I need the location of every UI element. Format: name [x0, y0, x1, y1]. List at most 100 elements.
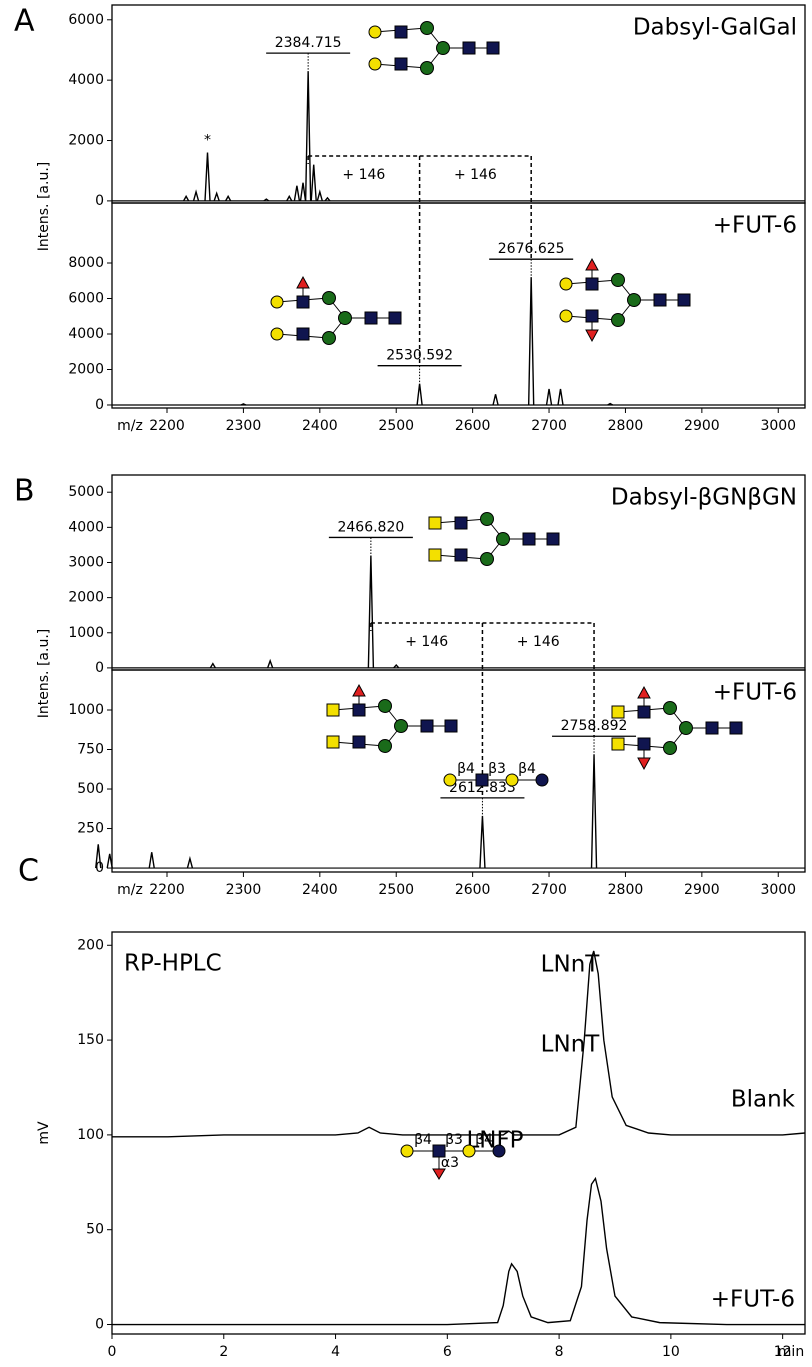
mannose: [322, 291, 336, 305]
galactose: [270, 295, 284, 309]
y-tick-label: 0: [95, 860, 104, 876]
x-tick-label: 4: [331, 1344, 340, 1360]
x-tick-label: 2600: [455, 418, 491, 434]
y-tick-label: 1000: [68, 625, 104, 641]
x-tick-label: 0: [108, 1344, 117, 1360]
peak: [316, 189, 323, 202]
y-tick-label: 8000: [68, 255, 104, 271]
peak: [148, 852, 155, 869]
chart-title: Dabsyl-βGNβGN: [611, 485, 797, 511]
glcnac-terminal: [326, 703, 340, 717]
peak: [225, 194, 232, 202]
mannose: [378, 699, 392, 713]
peak: [324, 196, 331, 202]
linkage-label: α3: [441, 1155, 459, 1171]
x-axis-label: m/z: [117, 418, 143, 434]
glcnac: [486, 41, 500, 55]
glcnac: [454, 548, 468, 562]
panel-label: A: [14, 4, 35, 39]
y-tick-label: 2000: [68, 590, 104, 606]
fucose: [637, 685, 651, 699]
y-tick-label: 6000: [68, 12, 104, 28]
glcnac: [522, 532, 536, 546]
x-tick-label: 2600: [455, 882, 491, 898]
glcnac: [637, 737, 651, 751]
peak-label: 2530.592: [386, 348, 453, 364]
glcnac: [677, 293, 691, 307]
mannose: [420, 61, 434, 75]
mannose: [611, 313, 625, 327]
peak: [299, 182, 307, 201]
mannose: [627, 293, 641, 307]
glcnac: [705, 721, 719, 735]
glucose: [535, 773, 549, 787]
glcnac: [444, 719, 458, 733]
peak: [209, 662, 216, 669]
fucose: [585, 329, 599, 343]
shift-label: + 146: [517, 634, 560, 650]
fucose: [637, 757, 651, 771]
peak-label: 2466.820: [337, 519, 404, 535]
x-tick-label: 2300: [226, 418, 262, 434]
glcnac-terminal: [428, 516, 442, 530]
y-tick-label: 0: [95, 660, 104, 676]
x-tick-label: 2500: [378, 418, 414, 434]
galactose: [443, 773, 457, 787]
y-tick-label: 2000: [68, 361, 104, 377]
y-axis-label: Intens. [a.u.]: [36, 629, 52, 718]
linkage-label: β4: [457, 761, 475, 777]
glcnac: [454, 516, 468, 530]
glcnac: [352, 703, 366, 717]
x-tick-label: 2700: [531, 418, 567, 434]
trace: [112, 1176, 805, 1326]
peak: [310, 164, 317, 201]
glcnac: [653, 293, 667, 307]
y-tick-label: 3000: [68, 554, 104, 570]
shift-label: + 146: [405, 634, 448, 650]
peak: [204, 152, 211, 201]
peak-name: LNnT: [541, 952, 601, 978]
galactose: [400, 1144, 414, 1158]
linkage-label: β3: [488, 761, 506, 777]
peak: [416, 383, 423, 406]
fucose: [296, 275, 310, 289]
glcnac: [388, 311, 402, 325]
y-tick-label: 4000: [68, 519, 104, 535]
peak-note: *: [204, 133, 211, 149]
glcnac: [546, 532, 560, 546]
peak: [213, 191, 220, 202]
peak: [557, 388, 564, 406]
glcnac: [585, 309, 599, 323]
x-tick-label: 2800: [608, 882, 644, 898]
y-tick-label: 150: [77, 1032, 104, 1048]
mannose: [611, 273, 625, 287]
peak-label: 2612.833: [449, 780, 516, 796]
peak: [240, 403, 247, 406]
mannose: [480, 552, 494, 566]
glcnac: [729, 721, 743, 735]
x-tick-label: 2700: [531, 882, 567, 898]
x-tick-label: 2300: [226, 882, 262, 898]
panel-label: B: [14, 474, 35, 509]
glcnac-terminal: [611, 705, 625, 719]
glcnac: [352, 735, 366, 749]
y-tick-label: 200: [77, 937, 104, 953]
y-tick-label: 0: [95, 193, 104, 209]
glcnac: [462, 41, 476, 55]
peak-name: LNnT: [541, 1032, 601, 1058]
glcnac: [296, 327, 310, 341]
fucose: [352, 683, 366, 697]
mannose: [420, 21, 434, 35]
galactose: [270, 327, 284, 341]
panel-label: C: [18, 854, 39, 889]
trace: [112, 950, 806, 1138]
peak-label: 2384.715: [275, 35, 342, 51]
y-tick-label: 6000: [68, 290, 104, 306]
peak: [183, 194, 190, 202]
peak: [267, 658, 274, 669]
x-axis-label: m/z: [117, 882, 143, 898]
y-tick-label: 750: [77, 742, 104, 758]
linkage-label: β4: [475, 1132, 493, 1148]
peak-label: 2676.625: [498, 241, 565, 257]
galactose: [368, 25, 382, 39]
